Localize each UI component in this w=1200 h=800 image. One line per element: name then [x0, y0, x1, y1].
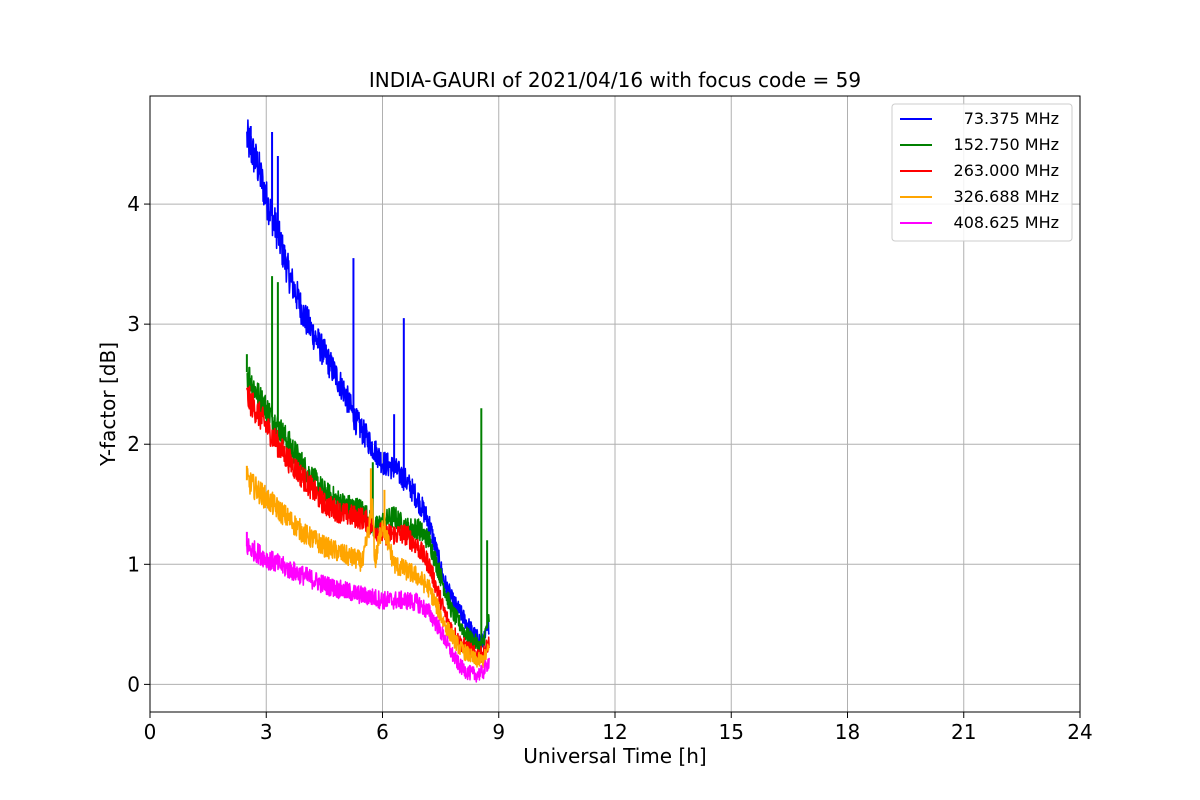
- series-1: [245, 276, 490, 655]
- series-line: [246, 385, 490, 663]
- x-tick-label: 24: [1067, 720, 1092, 744]
- series-layer: [245, 119, 490, 683]
- series-line: [246, 538, 490, 683]
- y-tick-label: 0: [127, 672, 140, 696]
- y-tick-label: 1: [127, 552, 140, 576]
- legend-label: 152.750 MHz: [954, 135, 1059, 154]
- x-tick-label: 21: [951, 720, 976, 744]
- x-tick-label: 18: [835, 720, 860, 744]
- chart-title: INDIA-GAURI of 2021/04/16 with focus cod…: [369, 68, 861, 92]
- series-2: [246, 385, 490, 663]
- y-tick-label: 4: [127, 192, 140, 216]
- series-line: [246, 467, 490, 669]
- legend-label: 408.625 MHz: [954, 213, 1059, 232]
- series-4: [245, 531, 490, 683]
- y-tick-label: 3: [127, 312, 140, 336]
- x-tick-label: 15: [719, 720, 744, 744]
- x-axis-label: Universal Time [h]: [523, 744, 706, 768]
- legend-box: [891, 103, 1073, 242]
- y-axis-label: Y-factor [dB]: [96, 342, 120, 467]
- series-line: [246, 366, 490, 655]
- series-3: [245, 465, 490, 669]
- legend-label: 263.000 MHz: [954, 161, 1059, 180]
- x-tick-label: 12: [602, 720, 627, 744]
- y-tick-label: 2: [127, 432, 140, 456]
- legend-label: 326.688 MHz: [954, 187, 1059, 206]
- x-tick-label: 0: [144, 720, 157, 744]
- legend-label: 73.375 MHz: [964, 109, 1059, 128]
- x-tick-label: 6: [376, 720, 389, 744]
- legend: 73.375 MHz 152.750 MHz 263.000 MHz 326.688 …: [891, 103, 1073, 242]
- x-tick-label: 9: [492, 720, 505, 744]
- x-tick-label: 3: [260, 720, 273, 744]
